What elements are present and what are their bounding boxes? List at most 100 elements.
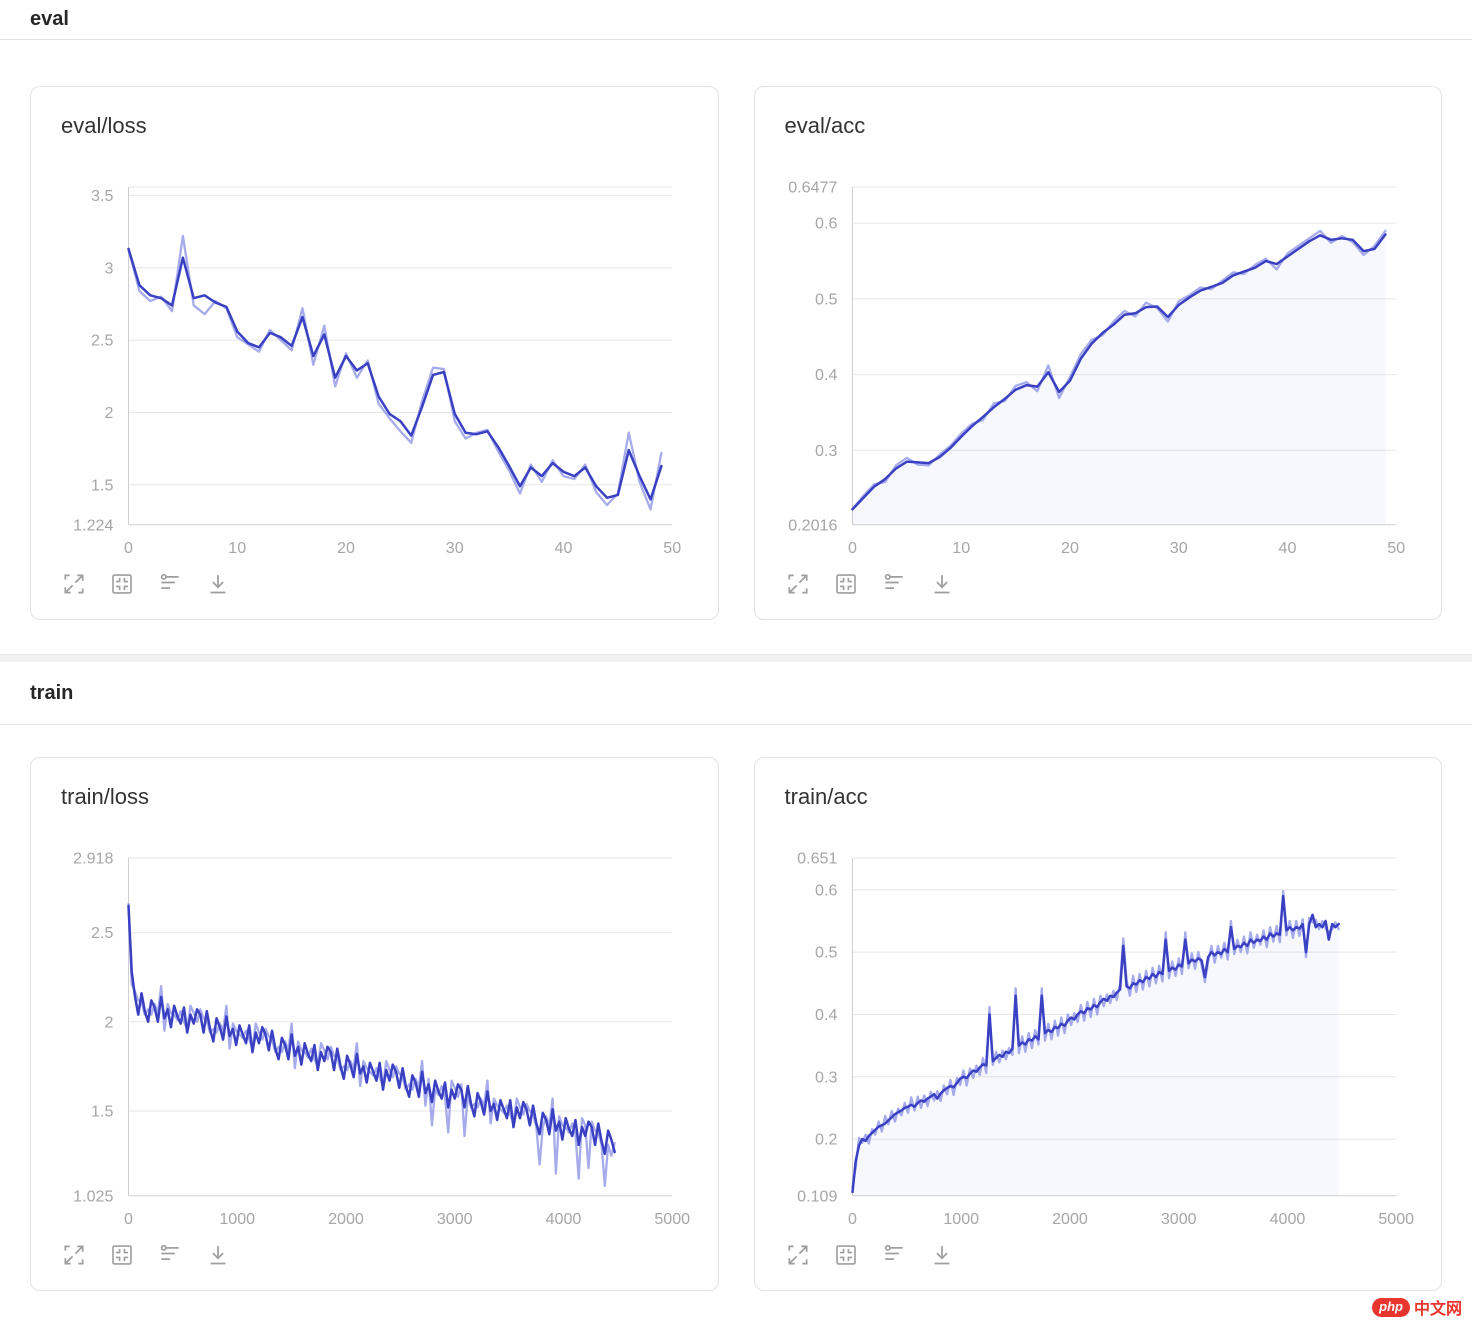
download-icon <box>210 575 226 594</box>
watermark: php 中文网 <box>1372 1295 1462 1319</box>
svg-text:10: 10 <box>228 539 246 557</box>
fullscreen-button[interactable] <box>61 1242 87 1268</box>
php-logo: php <box>1372 1297 1410 1317</box>
svg-text:0.5: 0.5 <box>815 290 837 308</box>
fullscreen-button[interactable] <box>61 571 87 597</box>
svg-text:10: 10 <box>952 539 970 557</box>
section-divider <box>0 654 1472 662</box>
section-title-train: train <box>30 681 74 704</box>
svg-text:20: 20 <box>1061 539 1079 557</box>
svg-text:0: 0 <box>124 539 133 557</box>
svg-text:0.3: 0.3 <box>815 442 837 460</box>
svg-text:0.6477: 0.6477 <box>788 179 837 197</box>
chart-title-train-loss: train/loss <box>61 784 150 809</box>
chart-toolbar <box>31 563 718 621</box>
download-icon <box>933 575 950 594</box>
svg-text:20: 20 <box>337 539 355 557</box>
svg-text:0.4: 0.4 <box>815 1006 837 1024</box>
svg-text:30: 30 <box>446 539 464 557</box>
fullscreen-button[interactable] <box>785 571 811 597</box>
svg-text:0.5: 0.5 <box>815 944 837 962</box>
smoothing-settings-icon <box>160 1244 179 1260</box>
svg-text:40: 40 <box>1278 539 1296 557</box>
fit-view-icon <box>112 574 132 594</box>
chart-toolbar <box>755 1234 1442 1292</box>
smoothing-settings-button[interactable] <box>881 1242 907 1268</box>
svg-text:0.6: 0.6 <box>815 881 837 899</box>
download-button[interactable] <box>205 1242 231 1268</box>
svg-text:0.2016: 0.2016 <box>788 516 837 534</box>
watermark-text: 中文网 <box>1413 1301 1462 1318</box>
chart-toolbar <box>755 563 1442 621</box>
svg-text:1.5: 1.5 <box>91 1103 113 1121</box>
train-loss-chart[interactable]: 2.918 2.5 2 1.5 1.025 0 1000 2000 3000 4000 5000 <box>31 848 718 1234</box>
smoothing-settings-icon <box>884 573 903 589</box>
svg-text:1000: 1000 <box>219 1210 255 1228</box>
svg-text:2000: 2000 <box>1052 1210 1088 1228</box>
smoothing-settings-button[interactable] <box>157 1242 183 1268</box>
svg-text:1.025: 1.025 <box>73 1187 113 1205</box>
svg-text:0.2: 0.2 <box>815 1131 837 1149</box>
fullscreen-icon <box>64 1245 84 1265</box>
fullscreen-icon <box>787 574 808 594</box>
eval-loss-chart[interactable]: 3.5 3 2.5 2 1.5 1.224 0 10 20 30 40 50 <box>31 177 718 563</box>
section-header-train: train <box>0 662 1472 725</box>
chart-card-train-acc: train/acc 0.651 0.6 0.5 0.4 0.3 0.2 0.109 0 1000… <box>753 757 1442 1292</box>
svg-text:0.6: 0.6 <box>815 215 837 233</box>
svg-text:0.3: 0.3 <box>815 1068 837 1086</box>
smoothing-settings-button[interactable] <box>157 571 183 597</box>
fit-view-icon <box>112 1245 132 1265</box>
svg-text:5000: 5000 <box>654 1210 690 1228</box>
fullscreen-icon <box>64 574 84 594</box>
train-acc-chart[interactable]: 0.651 0.6 0.5 0.4 0.3 0.2 0.109 0 1000 2000 3000 40… <box>755 848 1442 1234</box>
eval-acc-chart[interactable]: 0.6477 0.6 0.5 0.4 0.3 0.2016 0 10 20 30 40 50 <box>755 177 1442 563</box>
section-body-train: train/loss 2.918 2.5 2 1.5 1.025 0 1000 2000 300… <box>0 725 1472 1321</box>
svg-text:2.5: 2.5 <box>91 332 113 350</box>
smoothing-settings-icon <box>160 573 179 589</box>
download-button[interactable] <box>929 571 955 597</box>
fit-view-icon <box>835 574 856 594</box>
fit-view-button[interactable] <box>833 571 859 597</box>
svg-text:5000: 5000 <box>1378 1210 1414 1228</box>
svg-text:2: 2 <box>104 404 113 422</box>
smoothing-settings-icon <box>884 1244 903 1260</box>
svg-text:3: 3 <box>104 259 113 277</box>
svg-text:40: 40 <box>555 539 573 557</box>
chart-card-train-loss: train/loss 2.918 2.5 2 1.5 1.025 0 1000 2000 300… <box>30 757 719 1291</box>
chart-title-train-acc: train/acc <box>784 784 868 809</box>
svg-text:1.224: 1.224 <box>73 516 113 534</box>
section-title-eval: eval <box>30 8 69 30</box>
chart-title-eval-acc: eval/acc <box>784 113 866 138</box>
svg-text:0: 0 <box>848 1210 857 1228</box>
svg-text:0.4: 0.4 <box>815 366 837 384</box>
svg-text:0: 0 <box>848 539 857 557</box>
svg-text:30: 30 <box>1169 539 1187 557</box>
download-button[interactable] <box>205 571 231 597</box>
svg-text:1000: 1000 <box>943 1210 979 1228</box>
chart-toolbar <box>31 1234 718 1292</box>
svg-text:50: 50 <box>1387 539 1405 557</box>
svg-text:0.651: 0.651 <box>797 850 837 868</box>
fit-view-icon <box>835 1245 856 1265</box>
svg-text:4000: 4000 <box>546 1210 582 1228</box>
svg-text:0: 0 <box>124 1210 133 1228</box>
svg-text:2000: 2000 <box>328 1210 364 1228</box>
fit-view-button[interactable] <box>109 571 135 597</box>
svg-text:2: 2 <box>104 1013 113 1031</box>
svg-text:2.918: 2.918 <box>73 850 113 868</box>
fit-view-button[interactable] <box>833 1242 859 1268</box>
chart-card-eval-loss: eval/loss 3.5 3 2.5 2 1.5 1.224 0 10 20 30 40 50 <box>30 86 719 620</box>
fit-view-button[interactable] <box>109 1242 135 1268</box>
svg-text:50: 50 <box>663 539 681 557</box>
svg-text:3000: 3000 <box>1160 1210 1196 1228</box>
svg-text:2.5: 2.5 <box>91 924 113 942</box>
chart-title-eval-loss: eval/loss <box>61 113 147 138</box>
download-button[interactable] <box>929 1242 955 1268</box>
svg-text:4000: 4000 <box>1269 1210 1305 1228</box>
svg-text:0.109: 0.109 <box>797 1187 837 1205</box>
fullscreen-button[interactable] <box>785 1242 811 1268</box>
download-icon <box>210 1246 226 1265</box>
smoothing-settings-button[interactable] <box>881 571 907 597</box>
svg-text:3000: 3000 <box>437 1210 473 1228</box>
